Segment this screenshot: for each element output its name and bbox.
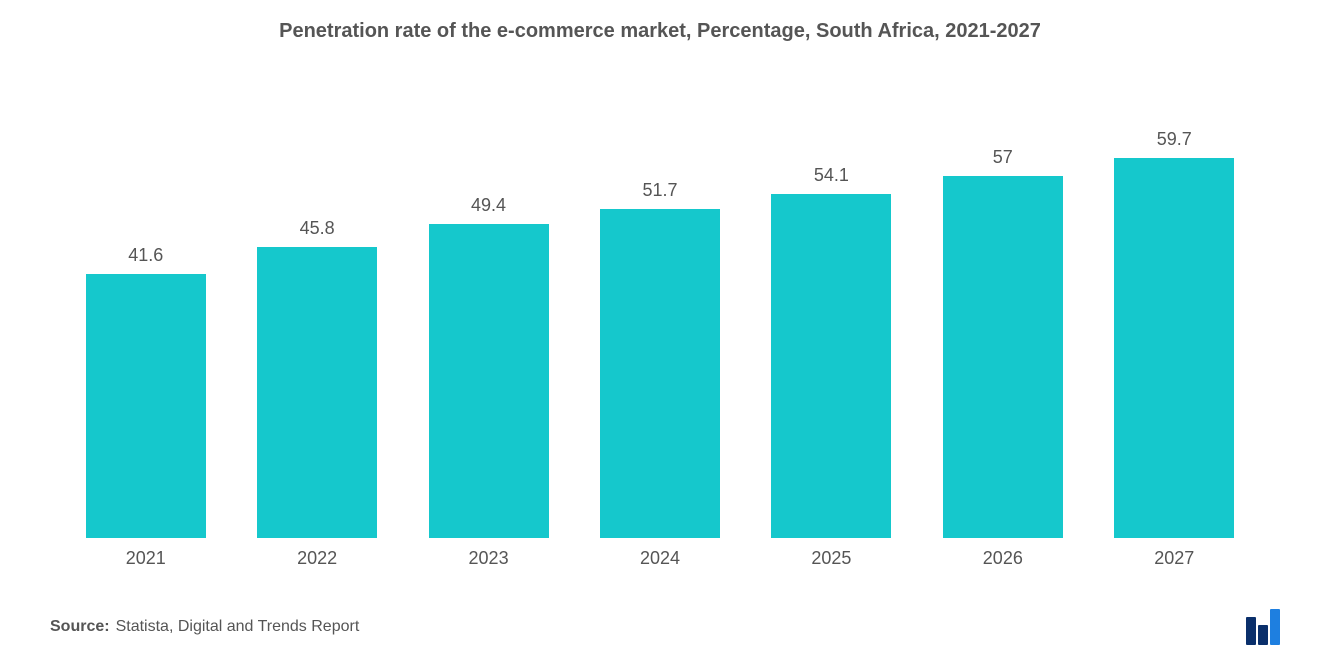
bar-value-label: 54.1 [814, 165, 849, 186]
bar-value-label: 49.4 [471, 195, 506, 216]
chart-container: Penetration rate of the e-commerce marke… [0, 0, 1320, 665]
bar-2023 [429, 224, 549, 538]
chart-title: Penetration rate of the e-commerce marke… [40, 20, 1280, 43]
bar-group: 45.8 [231, 93, 402, 538]
bar-2021 [86, 274, 206, 538]
footer-row: Source: Statista, Digital and Trends Repo… [50, 609, 1280, 645]
bar-2027 [1114, 158, 1234, 538]
x-tick: 2021 [60, 548, 231, 569]
bar-group: 54.1 [746, 93, 917, 538]
bar-value-label: 45.8 [300, 218, 335, 239]
x-tick: 2027 [1089, 548, 1260, 569]
bar-value-label: 41.6 [128, 245, 163, 266]
bar-2026 [943, 176, 1063, 538]
x-tick: 2024 [574, 548, 745, 569]
bar-group: 57 [917, 93, 1088, 538]
bar-value-label: 51.7 [642, 180, 677, 201]
source-line: Source: Statista, Digital and Trends Repo… [50, 618, 359, 636]
bar-group: 41.6 [60, 93, 231, 538]
logo-bar [1258, 625, 1268, 645]
bar-value-label: 57 [993, 147, 1013, 168]
bar-2022 [257, 247, 377, 538]
plot-area: 41.6 45.8 49.4 51.7 54.1 57 59.7 [40, 93, 1280, 538]
source-label: Source: [50, 618, 110, 635]
x-tick: 2025 [746, 548, 917, 569]
bar-value-label: 59.7 [1157, 129, 1192, 150]
logo-bar [1246, 617, 1256, 645]
bar-group: 59.7 [1089, 93, 1260, 538]
logo-bar [1270, 609, 1280, 645]
bar-group: 51.7 [574, 93, 745, 538]
x-tick: 2023 [403, 548, 574, 569]
x-tick: 2022 [231, 548, 402, 569]
bar-2024 [600, 209, 720, 538]
x-axis: 2021 2022 2023 2024 2025 2026 2027 [40, 538, 1280, 569]
bar-2025 [771, 194, 891, 538]
brand-logo-icon [1246, 609, 1280, 645]
x-tick: 2026 [917, 548, 1088, 569]
source-text: Statista, Digital and Trends Report [116, 618, 360, 635]
bar-group: 49.4 [403, 93, 574, 538]
